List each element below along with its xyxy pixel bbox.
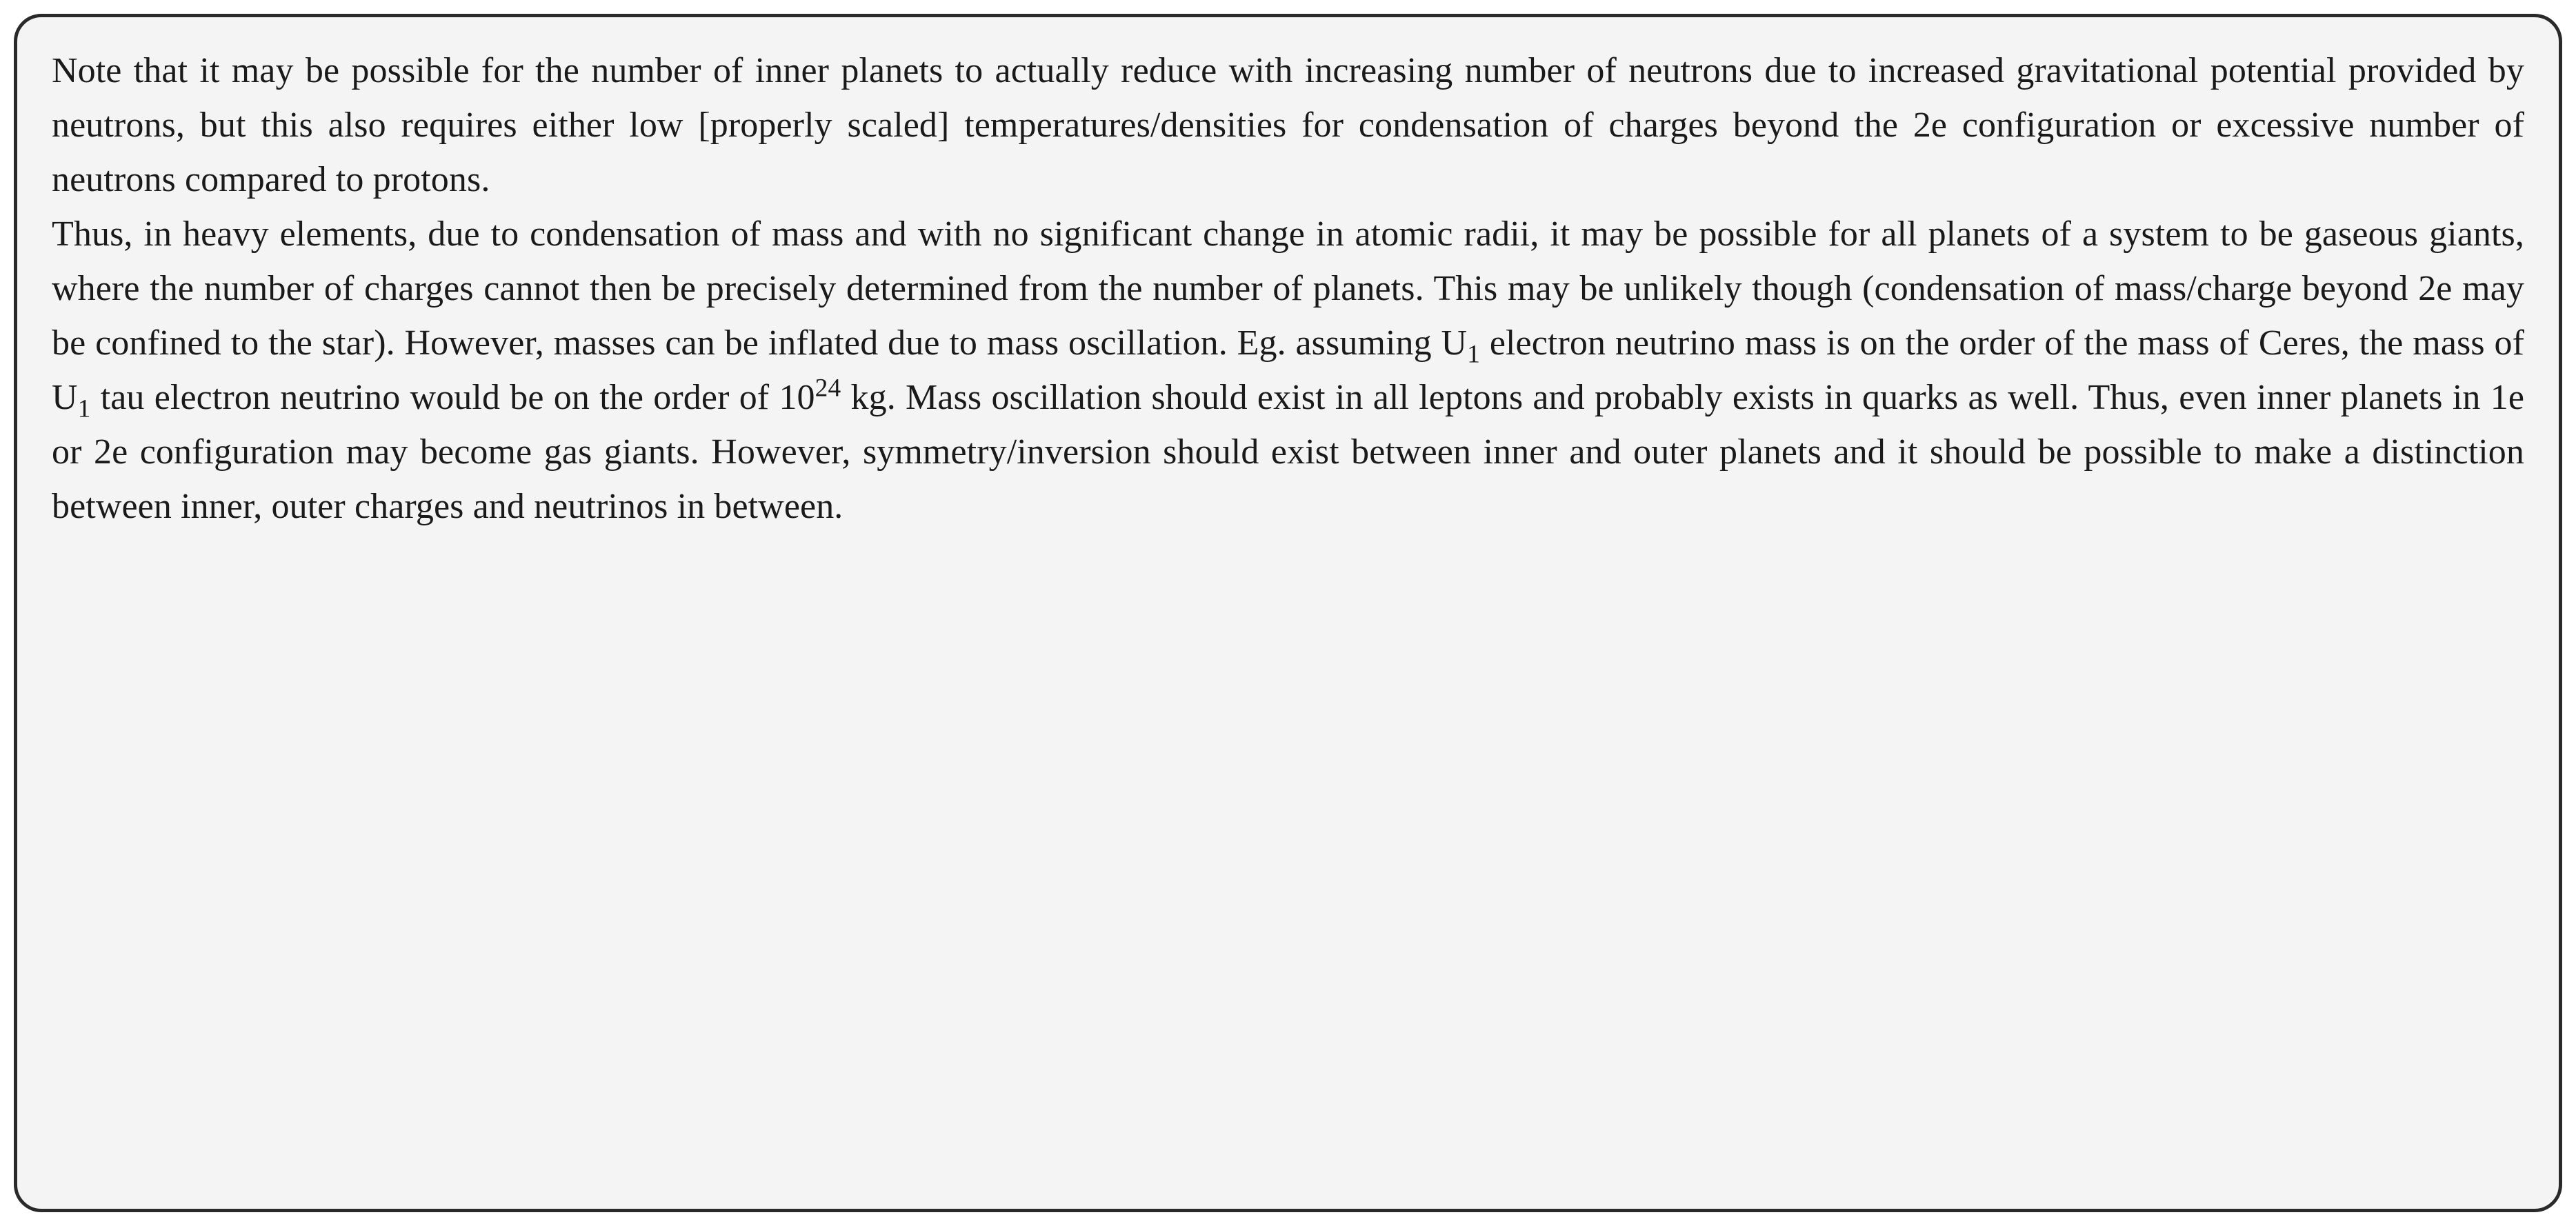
note-box: Note that it may be possible for the num… — [14, 14, 2562, 1212]
note-text: Note that it may be possible for the num… — [52, 43, 2524, 534]
superscript-24: 24 — [815, 374, 841, 403]
subscript-u1-second: 1 — [78, 395, 91, 423]
note-paragraph-1: Note that it may be possible for the num… — [52, 51, 2524, 199]
subscript-u1-first: 1 — [1467, 341, 1480, 369]
note-paragraph-2-part-3: tau electron neutrino would be on the or… — [90, 378, 815, 417]
